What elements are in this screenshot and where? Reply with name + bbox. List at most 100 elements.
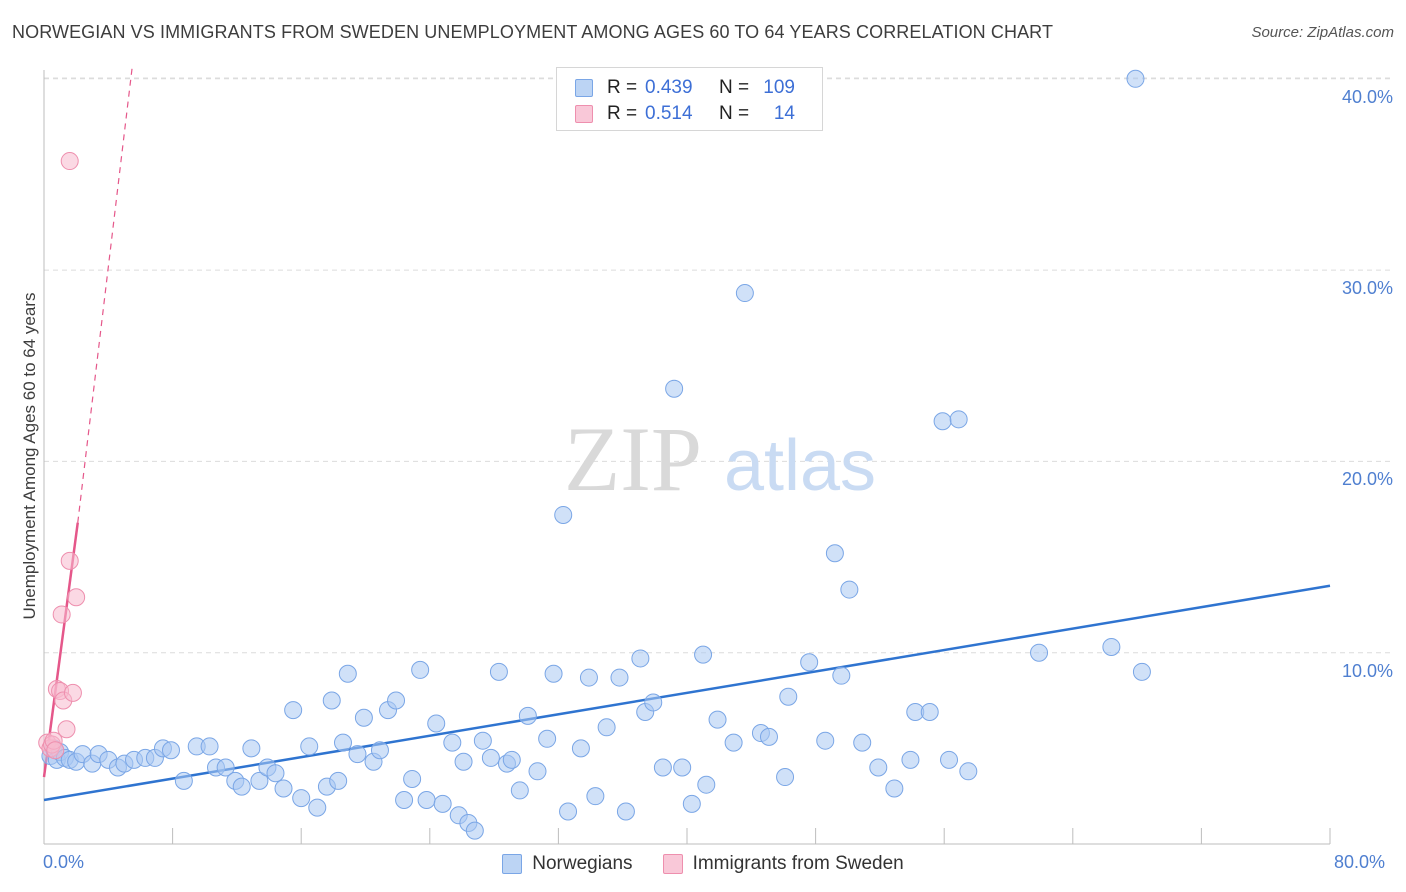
legend-row-immigrants: R = 0.514 N = 14 [575, 101, 795, 127]
point-norwegians [387, 691, 406, 710]
point-norwegians [682, 794, 701, 813]
point-norwegians [417, 791, 436, 810]
point-norwegians [816, 731, 835, 750]
point-immigrants [52, 605, 71, 624]
point-norwegians [586, 787, 605, 806]
point-norwegians [597, 718, 616, 737]
legend-n-value: 14 [773, 103, 795, 124]
point-norwegians [250, 771, 269, 790]
trend-extension-immigrants [77, 65, 134, 523]
x-tick-label-min: 0.0% [43, 852, 85, 872]
point-norwegians [1030, 643, 1049, 662]
point-norwegians [559, 802, 578, 821]
point-norwegians [161, 741, 180, 760]
point-norwegians [779, 687, 798, 706]
point-norwegians [465, 821, 484, 840]
point-norwegians [370, 741, 389, 760]
point-norwegians [644, 693, 663, 712]
legend-swatch-pink [575, 105, 593, 123]
point-norwegians [502, 750, 521, 769]
point-norwegians [901, 750, 920, 769]
legend-r-value: 0.439 [645, 77, 693, 98]
point-norwegians [544, 664, 563, 683]
point-norwegians [481, 748, 500, 767]
point-norwegians [724, 733, 743, 752]
point-norwegians [697, 775, 716, 794]
point-norwegians [800, 653, 819, 672]
point-norwegians [489, 662, 508, 681]
point-norwegians [554, 505, 573, 524]
point-norwegians [232, 777, 251, 796]
point-norwegians [933, 412, 952, 431]
gridlines [44, 77, 1390, 654]
y-axis-label: Unemployment Among Ages 60 to 64 years [20, 292, 39, 620]
point-norwegians [832, 666, 851, 685]
legend-n-label: N = [719, 103, 750, 124]
point-norwegians [510, 781, 529, 800]
point-norwegians [653, 758, 672, 777]
point-norwegians [333, 733, 352, 752]
point-norwegians [610, 668, 629, 687]
point-norwegians [403, 769, 422, 788]
legend-r-value: 0.514 [645, 103, 693, 124]
point-norwegians [518, 706, 537, 725]
point-norwegians [1102, 637, 1121, 656]
chart-title: NORWEGIAN VS IMMIGRANTS FROM SWEDEN UNEM… [12, 22, 1054, 42]
point-norwegians [427, 714, 446, 733]
point-norwegians [266, 764, 285, 783]
point-norwegians [825, 544, 844, 563]
point-norwegians [694, 645, 713, 664]
point-norwegians [708, 710, 727, 729]
watermark-atlas: atlas [724, 426, 876, 506]
point-immigrants [63, 683, 82, 702]
point-norwegians [1126, 69, 1145, 88]
point-norwegians [300, 737, 319, 756]
point-norwegians [200, 737, 219, 756]
point-norwegians [776, 768, 795, 787]
point-norwegians [322, 691, 341, 710]
y-tick-label: 10.0% [1341, 661, 1393, 681]
trend-line-norwegians [43, 584, 1331, 802]
point-norwegians [443, 733, 462, 752]
legend-r-label: R = [607, 77, 638, 98]
legend-row-norwegians: R = 0.439 N = 109 [575, 75, 795, 101]
point-norwegians [292, 789, 311, 808]
correlation-legend: R = 0.439 N = 109 R = 0.514 N = 14 [556, 67, 823, 131]
point-norwegians [869, 758, 888, 777]
point-immigrants [60, 551, 79, 570]
watermark: ZIP atlas [564, 408, 876, 510]
legend-n-value: 109 [763, 77, 795, 98]
point-norwegians [759, 727, 778, 746]
y-tick-label: 20.0% [1341, 469, 1393, 489]
point-norwegians [940, 750, 959, 769]
watermark-zip: ZIP [564, 408, 702, 510]
point-norwegians [673, 758, 692, 777]
legend-label-immigrants: Immigrants from Sweden [692, 853, 904, 874]
point-norwegians [920, 703, 939, 722]
legend-r-label: R = [607, 103, 638, 124]
legend-label-norwegians: Norwegians [532, 853, 633, 874]
legend-item-norwegians: Norwegians [502, 853, 633, 875]
point-norwegians [454, 752, 473, 771]
point-norwegians [1132, 662, 1151, 681]
point-norwegians [579, 668, 598, 687]
series-legend: Norwegians Immigrants from Sweden [0, 853, 1406, 875]
point-norwegians [308, 798, 327, 817]
point-immigrants [46, 741, 65, 760]
point-norwegians [411, 660, 430, 679]
legend-swatch-blue [575, 79, 593, 97]
legend-item-immigrants: Immigrants from Sweden [662, 853, 904, 875]
point-norwegians [840, 580, 859, 599]
point-norwegians [571, 739, 590, 758]
point-norwegians [665, 379, 684, 398]
point-norwegians [329, 771, 348, 790]
point-norwegians [338, 664, 357, 683]
point-norwegians [885, 779, 904, 798]
point-immigrants [60, 152, 79, 171]
point-norwegians [395, 791, 414, 810]
point-norwegians [274, 779, 293, 798]
point-norwegians [959, 762, 978, 781]
legend-swatch-blue [502, 854, 523, 874]
legend-n-label: N = [719, 77, 750, 98]
